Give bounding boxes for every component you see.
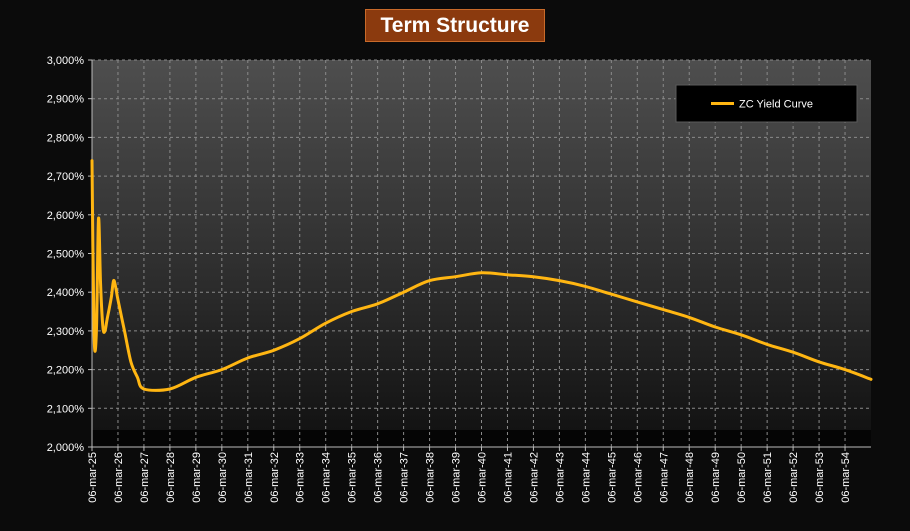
x-tick-label: 06-mar-27 [139,452,151,503]
x-tick-label: 06-mar-33 [295,452,307,503]
x-tick-label: 06-mar-25 [87,452,99,503]
x-tick-label: 06-mar-31 [243,452,255,503]
chart-title: Term Structure [380,13,530,37]
x-tick-label: 06-mar-49 [710,452,722,503]
x-tick-label: 06-mar-38 [425,452,437,503]
x-tick-label: 06-mar-30 [217,452,229,503]
y-tick-label: 2,600% [47,210,85,222]
x-tick-label: 06-mar-28 [165,452,177,503]
x-tick-label: 06-mar-32 [269,452,281,503]
chart-title-box: Term Structure [365,9,545,42]
x-tick-label: 06-mar-40 [477,452,489,503]
legend-label: ZC Yield Curve [739,99,813,111]
x-tick-label: 06-mar-41 [502,452,514,503]
legend: ZC Yield Curve [675,84,858,123]
x-tick-label: 06-mar-52 [788,452,800,503]
y-tick-label: 2,700% [47,171,85,183]
x-tick-label: 06-mar-44 [580,452,592,503]
x-tick-label: 06-mar-36 [373,452,385,503]
y-tick-label: 2,100% [47,403,85,415]
legend-box [675,84,858,123]
y-tick-label: 2,000% [47,442,85,454]
x-tick-label: 06-mar-50 [736,452,748,503]
x-tick-label: 06-mar-47 [658,452,670,503]
y-tick-label: 2,200% [47,365,85,377]
x-tick-label: 06-mar-54 [840,452,852,503]
series-layer [90,159,873,392]
x-tick-label: 06-mar-43 [554,452,566,503]
y-tick-label: 3,000% [47,55,85,67]
x-tick-label: 06-mar-37 [399,452,411,503]
x-tick-label: 06-mar-48 [684,452,696,503]
x-tick-label: 06-mar-51 [762,452,774,503]
x-tick-label: 06-mar-42 [528,452,540,503]
y-tick-label: 2,500% [47,249,85,261]
x-tick-label: 06-mar-29 [191,452,203,503]
y-tick-label: 2,800% [47,132,85,144]
x-tick-label: 06-mar-35 [347,452,359,503]
x-tick-label: 06-mar-45 [606,452,618,503]
x-tick-label: 06-mar-26 [113,452,125,503]
y-tick-label: 2,400% [47,287,85,299]
x-tick-label: 06-mar-34 [321,452,333,503]
series-line-zc-yield-curve [90,159,873,392]
x-tick-label: 06-mar-53 [814,452,826,503]
x-tick-label: 06-mar-39 [451,452,463,503]
y-tick-label: 2,300% [47,326,85,338]
x-tick-label: 06-mar-46 [632,452,644,503]
axis-layer: 2,000% 2,100% 2,200% 2,300% 2,400% 2,500% 2,60… [47,55,871,503]
y-tick-label: 2,900% [47,94,85,106]
